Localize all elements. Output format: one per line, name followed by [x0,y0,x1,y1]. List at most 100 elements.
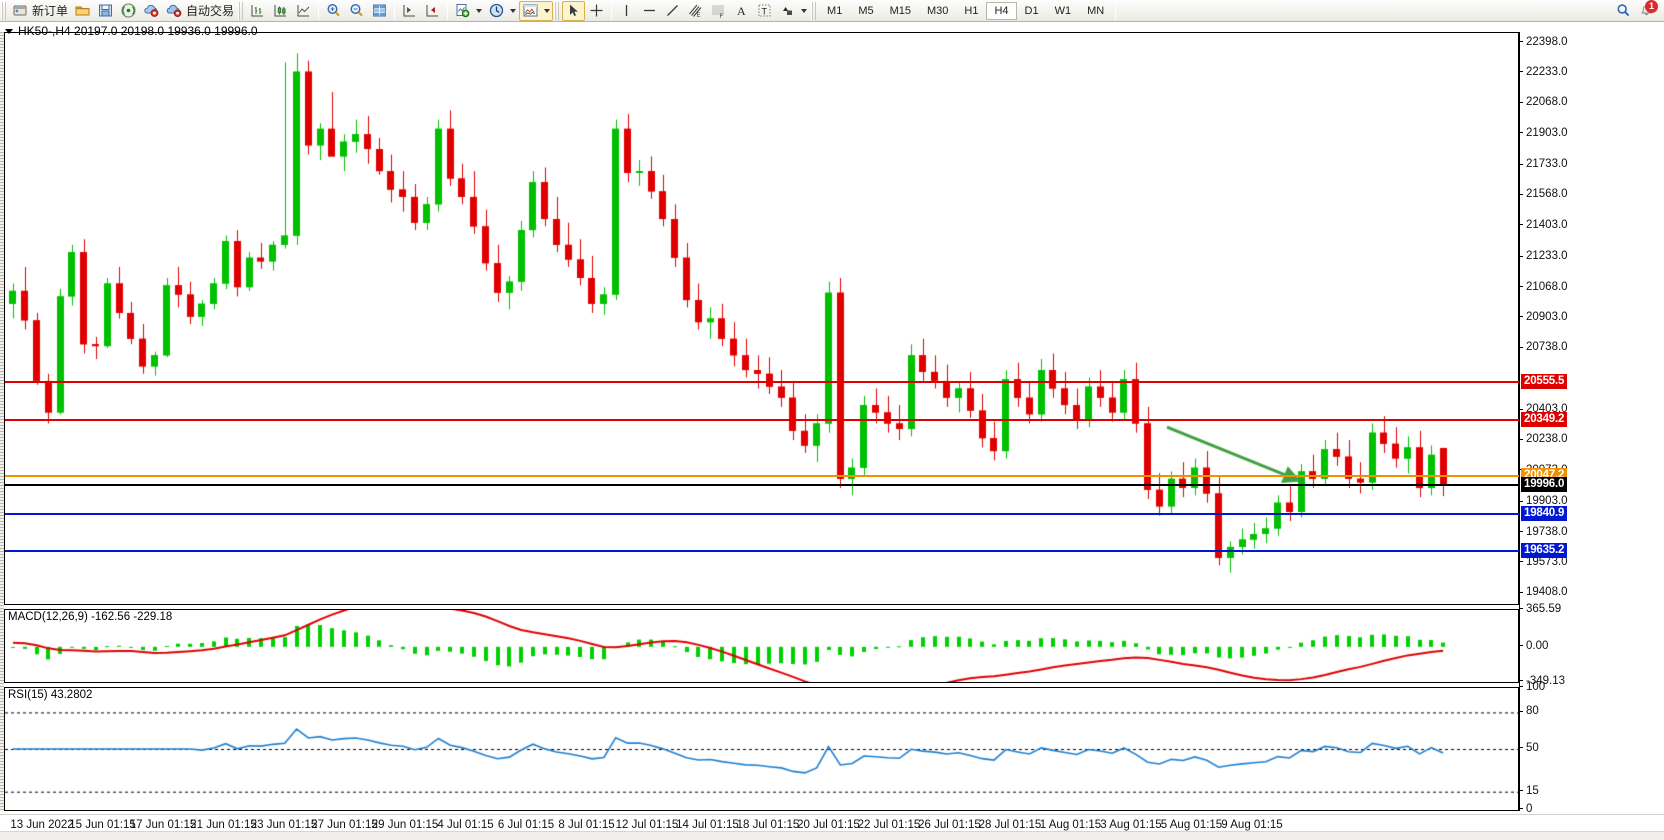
alerts-button[interactable]: 1 [1635,0,1658,21]
period-button[interactable] [485,1,519,21]
line-chart-icon [295,2,312,19]
timeframe-mn[interactable]: MN [1087,4,1105,17]
macd-chart-canvas[interactable] [5,610,1518,682]
cursor-icon [565,2,582,19]
new-order-button[interactable]: 新订单 [9,1,71,21]
auto-trading-label: 自动交易 [186,4,235,18]
rsi-pane[interactable] [4,687,1519,811]
rsi-chart-canvas[interactable] [5,688,1518,810]
shapes-button[interactable] [776,1,810,21]
equidistant-channel-button[interactable]: E [684,1,707,21]
candlestick-chart-button[interactable] [269,1,292,21]
price-axis-line [1519,32,1520,811]
rsi-tick: 0 [1519,803,1532,815]
auto-trading-button[interactable]: 自动交易 [163,1,237,21]
price-line-resistance-1[interactable] [5,380,1519,383]
templates-button[interactable] [519,0,554,21]
macd-tick: -349.13 [1519,675,1565,687]
trendline-icon [664,2,681,19]
price-tick: 21568.0 [1519,188,1568,200]
pane-scroll-grip[interactable] [0,32,4,811]
time-label: 4 Jul 01:15 [437,819,494,831]
signal-button[interactable] [117,1,140,21]
folder-button[interactable] [71,1,94,21]
toolbar-grip-2[interactable] [238,1,245,20]
macd-pane[interactable] [4,609,1519,683]
cloud-button[interactable] [140,1,163,21]
vertical-line-button[interactable] [615,1,638,21]
price-label-resistance-1[interactable]: 20555.5 [1521,373,1568,389]
toolbar-separator-2 [394,1,396,20]
timeframe-group: M1 M5 M15 M30 H1 H4 D1 W1 MN [819,1,1112,20]
timeframe-m15[interactable]: M15 [889,4,911,17]
search-icon [1615,2,1632,19]
timeframe-w1[interactable]: W1 [1054,4,1072,17]
timeframe-m30[interactable]: M30 [927,4,949,17]
zoom-in-icon [325,2,342,19]
chart-menu-caret-icon[interactable] [5,28,13,34]
chevron-down-icon[interactable] [476,8,483,13]
period-clock-icon [488,2,505,19]
time-label: 5 Aug 01:15 [1160,819,1223,831]
time-label: 20 Jul 01:15 [797,819,860,831]
save-icon [97,2,114,19]
price-pane[interactable] [4,32,1519,605]
zoom-out-button[interactable] [345,1,368,21]
shift-start-button[interactable] [398,1,421,21]
price-label-support-1[interactable]: 19840.9 [1521,505,1568,521]
toolbar-grip-3[interactable] [554,1,561,20]
x-axis-separator [0,814,1664,815]
shift-end-button[interactable] [421,1,444,21]
time-label: 3 Aug 01:15 [1100,819,1162,831]
timeframe-m1[interactable]: M1 [827,4,843,17]
price-tick: 21068.0 [1519,281,1568,293]
trendline-button[interactable] [661,1,684,21]
add-indicator-button[interactable] [451,1,485,21]
price-label-support-2[interactable]: 19635.2 [1521,543,1568,559]
text-label-button[interactable]: T [753,1,776,21]
price-chart-canvas[interactable] [5,33,1518,604]
zoom-in-button[interactable] [322,1,345,21]
text-button[interactable]: A [730,1,753,21]
shapes-icon [779,2,796,19]
price-line-last-price[interactable] [5,484,1519,486]
chevron-down-icon-4[interactable] [801,8,808,13]
price-line-pivot[interactable] [5,474,1519,477]
bar-chart-icon [249,2,266,19]
zoom-out-icon [348,2,365,19]
templates-icon [522,2,539,19]
timeframe-m5[interactable]: M5 [858,4,874,17]
bar-chart-button[interactable] [246,1,269,21]
chart-symbol-ohlc: HK50-,H4 20197.0 20198.0 19936.0 19996.0 [18,24,258,38]
price-tick: 19408.0 [1519,586,1568,598]
time-label: 18 Jul 01:15 [736,819,800,831]
search-button[interactable] [1612,1,1635,21]
price-line-resistance-2[interactable] [5,418,1519,421]
line-chart-button[interactable] [292,1,315,21]
price-tick: 22233.0 [1519,66,1568,78]
alerts-icon: 1 [1638,0,1658,19]
cursor-button[interactable] [562,0,586,21]
chevron-down-icon-3[interactable] [544,8,551,13]
fibonacci-button[interactable]: F [707,1,730,21]
timeframe-h1[interactable]: H1 [964,4,979,17]
toolbar-grip-4[interactable] [811,1,818,20]
timeframe-d1[interactable]: D1 [1024,4,1039,17]
time-label: 13 Jun 2022 [10,819,74,831]
horizontal-line-button[interactable] [638,1,661,21]
crosshair-button[interactable] [585,1,608,21]
toolbar-grip[interactable] [1,1,7,20]
price-line-support-1[interactable] [5,512,1519,515]
price-label-resistance-2[interactable]: 20349.2 [1521,411,1568,427]
time-label: 15 Jun 01:15 [69,819,136,831]
rsi-tick: 50 [1519,742,1539,754]
auto-trading-icon [166,2,183,19]
save-button[interactable] [94,1,117,21]
add-indicator-icon [454,2,471,19]
data-window-button[interactable] [368,1,391,21]
price-line-support-2[interactable] [5,550,1519,553]
chevron-down-icon-2[interactable] [510,8,517,13]
time-label: 27 Jun 01:15 [311,819,378,831]
price-label-last-price[interactable]: 19996.0 [1521,477,1568,492]
timeframe-h4[interactable]: H4 [986,1,1017,20]
